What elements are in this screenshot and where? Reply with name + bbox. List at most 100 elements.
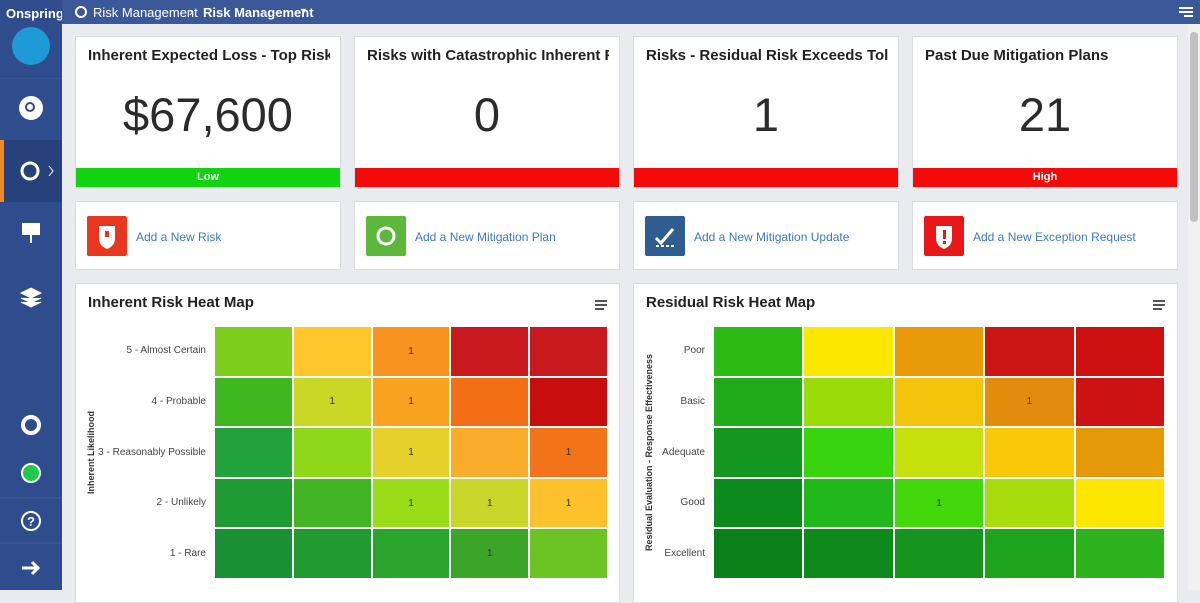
heatmap-cell[interactable] bbox=[214, 326, 293, 377]
heatmap-cell[interactable] bbox=[893, 427, 985, 478]
heatmap-cell[interactable] bbox=[713, 528, 804, 579]
kpi-title: Risks with Catastrophic Inherent Ra... bbox=[367, 47, 609, 64]
row-label: Basic bbox=[680, 395, 705, 407]
kpi-title: Past Due Mitigation Plans bbox=[925, 47, 1109, 64]
heatmap-cell[interactable] bbox=[1074, 326, 1165, 377]
action-card[interactable]: Add a New Mitigation Plan bbox=[354, 201, 620, 270]
heatmap-cell[interactable] bbox=[529, 326, 608, 377]
heatmap-cell[interactable] bbox=[214, 477, 293, 529]
action-link[interactable]: Add a New Mitigation Plan bbox=[415, 230, 556, 244]
heatmap-cell[interactable] bbox=[292, 326, 372, 377]
heatmap-cell[interactable]: 1 bbox=[984, 376, 1075, 428]
heatmap-cell[interactable] bbox=[292, 477, 372, 529]
row-label: 1 - Rare bbox=[169, 547, 206, 559]
action-link[interactable]: Add a New Risk bbox=[136, 230, 222, 244]
heatmap-cell[interactable]: 1 bbox=[529, 477, 608, 529]
kpi-card[interactable]: Past Due Mitigation Plans 21 High bbox=[912, 36, 1178, 188]
heatmap-cell[interactable] bbox=[292, 528, 372, 579]
heatmap-cell[interactable] bbox=[803, 427, 894, 478]
heatmap-cell[interactable] bbox=[803, 326, 894, 377]
heatmap-cell[interactable] bbox=[1074, 477, 1165, 529]
heatmap-cell[interactable]: 1 bbox=[529, 427, 608, 478]
heatmap-cell[interactable] bbox=[450, 376, 530, 428]
heatmap-cell[interactable] bbox=[713, 427, 804, 478]
kpi-value: 0 bbox=[473, 88, 501, 141]
heatmap-cell[interactable]: 1 bbox=[893, 477, 985, 529]
heatmap-cell[interactable] bbox=[713, 376, 804, 428]
action-card[interactable]: Add a New Risk bbox=[75, 201, 341, 270]
action-card[interactable]: Add a New Exception Request bbox=[912, 201, 1178, 270]
row-label: Good bbox=[680, 497, 705, 509]
heatmap-cell[interactable]: 1 bbox=[292, 376, 372, 428]
heatmap-panel: Residual Risk Heat Map Residual Evaluatio… bbox=[633, 283, 1178, 603]
heatmap-cell[interactable] bbox=[1074, 376, 1165, 428]
action-link[interactable]: Add a New Exception Request bbox=[973, 230, 1136, 244]
kpi-card[interactable]: Risks - Residual Risk Exceeds Toler... 1 bbox=[633, 36, 899, 188]
heatmap-cell[interactable] bbox=[1074, 427, 1165, 478]
breadcrumb-link[interactable]: Risk Management bbox=[93, 5, 198, 20]
heatmap-cell[interactable] bbox=[803, 376, 894, 428]
cell-count: 1 bbox=[408, 446, 414, 458]
dropdown-caret[interactable]: ▼ bbox=[299, 6, 308, 16]
heatmap-cell[interactable]: 1 bbox=[371, 376, 451, 428]
kpi-title: Risks - Residual Risk Exceeds Toler... bbox=[646, 47, 888, 64]
heatmap-cell[interactable] bbox=[214, 528, 293, 579]
kpi-card[interactable]: Inherent Expected Loss - Top Risks $67,60… bbox=[75, 36, 341, 188]
heatmap-cell[interactable] bbox=[1074, 528, 1165, 579]
heatmap-cell[interactable]: 1 bbox=[371, 326, 451, 377]
action-link[interactable]: Add a New Mitigation Update bbox=[694, 230, 850, 244]
cell-count: 1 bbox=[565, 497, 572, 509]
heatmap-cell[interactable]: 1 bbox=[450, 528, 530, 579]
action-icon bbox=[87, 216, 127, 256]
heatmap-cell[interactable] bbox=[214, 427, 293, 478]
kpi-card[interactable]: Risks with Catastrophic Inherent Ra... 0 bbox=[354, 36, 620, 188]
cell-count: 1 bbox=[408, 345, 414, 357]
heatmap-cell[interactable] bbox=[214, 376, 293, 428]
active-nav[interactable] bbox=[0, 140, 62, 202]
row-label: Poor bbox=[683, 345, 705, 357]
heatmap-cell[interactable]: 1 bbox=[371, 427, 451, 478]
kpi-title: Inherent Expected Loss - Top Risks bbox=[88, 47, 330, 64]
help-icon[interactable] bbox=[21, 511, 41, 531]
kpi-status bbox=[634, 168, 898, 187]
heatmap-cell[interactable] bbox=[713, 477, 804, 529]
cell-count: 1 bbox=[936, 497, 942, 509]
avatar[interactable] bbox=[12, 27, 50, 65]
panel-menu[interactable] bbox=[1153, 297, 1165, 315]
row-label: Excellent bbox=[664, 547, 705, 559]
layers-icon[interactable] bbox=[19, 287, 43, 308]
present-icon[interactable] bbox=[22, 223, 40, 235]
breadcrumb-current[interactable]: Risk Management bbox=[203, 5, 314, 20]
heatmap-cell[interactable] bbox=[893, 376, 985, 428]
settings-icon[interactable] bbox=[21, 415, 41, 435]
heatmap-cell[interactable] bbox=[450, 326, 530, 377]
action-icon bbox=[645, 216, 685, 256]
heatmap-panel: Inherent Risk Heat Map Inherent Likelihoo… bbox=[75, 283, 620, 603]
heatmap-cell[interactable] bbox=[984, 477, 1075, 529]
heatmap-cell[interactable] bbox=[529, 528, 608, 579]
heatmap-cell[interactable] bbox=[893, 528, 985, 579]
heatmap-cell[interactable] bbox=[803, 477, 894, 529]
row-label: 3 - Reasonably Possible bbox=[98, 446, 206, 458]
heatmap-cell[interactable] bbox=[371, 528, 451, 579]
heatmap-cell[interactable] bbox=[984, 528, 1075, 579]
menu-icon[interactable] bbox=[1179, 6, 1193, 18]
heatmap-cell[interactable] bbox=[803, 528, 894, 579]
heatmap-cell[interactable] bbox=[713, 326, 804, 377]
action-card[interactable]: Add a New Mitigation Update bbox=[633, 201, 899, 270]
search-icon[interactable] bbox=[19, 96, 43, 120]
scrollbar[interactable] bbox=[1188, 24, 1200, 590]
nav-icons: ? bbox=[0, 78, 62, 576]
heatmap-cell[interactable] bbox=[529, 376, 608, 428]
heatmap-cell[interactable]: 1 bbox=[450, 477, 530, 529]
heatmap-cell[interactable] bbox=[893, 326, 985, 377]
heatmap-cell[interactable]: 1 bbox=[371, 477, 451, 529]
panel-menu[interactable] bbox=[595, 297, 607, 315]
heatmap-cell[interactable] bbox=[292, 427, 372, 478]
heatmap-cell[interactable] bbox=[450, 427, 530, 478]
heatmap-cell[interactable] bbox=[984, 326, 1075, 377]
logout-icon[interactable] bbox=[22, 560, 41, 576]
kpi-status: High bbox=[913, 168, 1177, 187]
heatmap-cell[interactable] bbox=[984, 427, 1075, 478]
status-icon[interactable] bbox=[21, 463, 41, 483]
